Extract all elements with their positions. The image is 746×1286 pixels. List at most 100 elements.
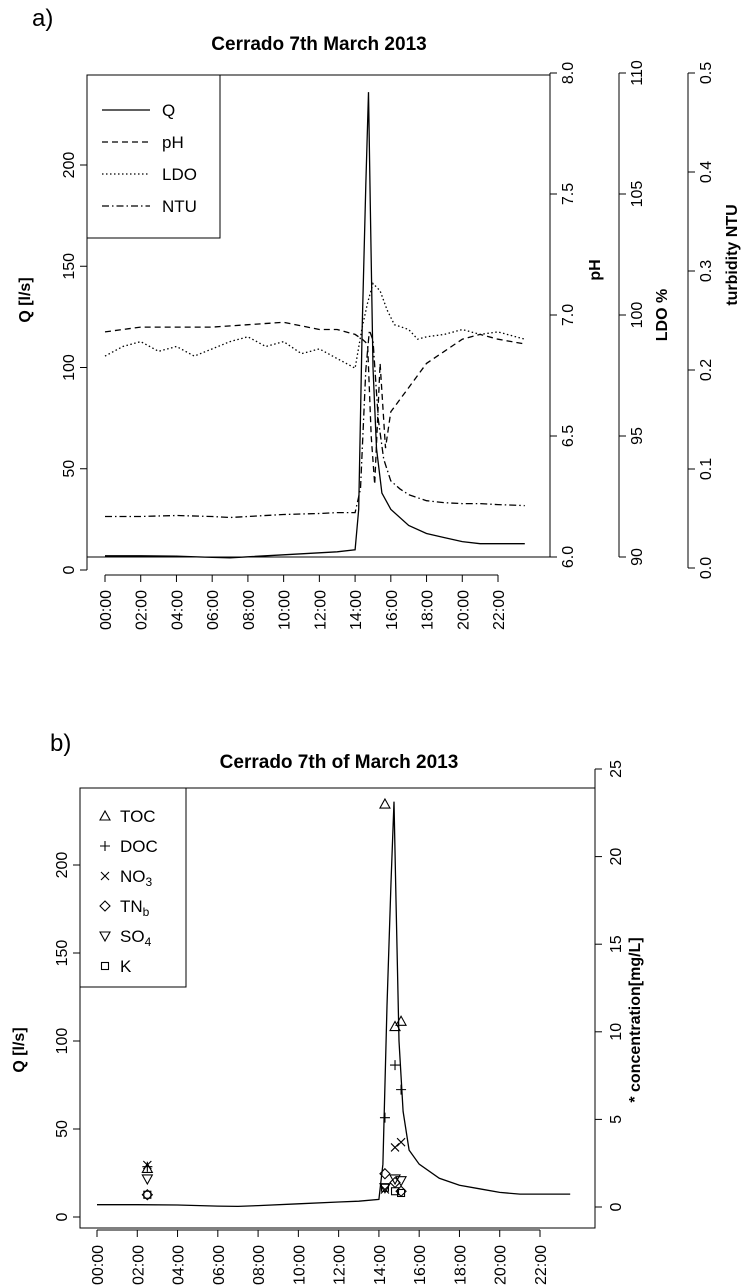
x-tick-label: 10:00 bbox=[277, 590, 294, 630]
x-tick-label: 08:00 bbox=[251, 1245, 268, 1285]
ldo-axis-tick-label: 110 bbox=[629, 60, 646, 86]
x-tick-label: 12:00 bbox=[312, 590, 329, 630]
ntu-axis-axis-label: turbidity NTU bbox=[724, 204, 741, 305]
ldo-axis-tick-label: 95 bbox=[629, 427, 646, 445]
left-tick-label: 50 bbox=[61, 460, 78, 478]
point-toc bbox=[389, 1020, 401, 1032]
point-doc bbox=[142, 1161, 153, 1172]
point-no3 bbox=[142, 1160, 152, 1170]
x-tick-label: 02:00 bbox=[134, 590, 151, 630]
ldo-axis-tick-label: 100 bbox=[629, 302, 646, 329]
x-tick-label: 14:00 bbox=[372, 1245, 389, 1285]
left-tick-label: 0 bbox=[54, 1212, 71, 1221]
panel-a-title: Cerrado 7th March 2013 bbox=[211, 34, 426, 55]
x-tick-label: 14:00 bbox=[348, 590, 365, 630]
legend-key-no3 bbox=[100, 871, 110, 881]
point-tnb bbox=[389, 1176, 401, 1189]
series-ph-line bbox=[104, 321, 525, 485]
x-tick-label: 10:00 bbox=[291, 1245, 308, 1285]
legend-key-tnb bbox=[99, 900, 111, 912]
point-doc bbox=[390, 1060, 401, 1071]
x-tick-label: 16:00 bbox=[384, 590, 401, 630]
ph-axis-tick-label: 8.0 bbox=[560, 62, 577, 84]
panel-b: b) Cerrado 7th of March 2013 00:00 02:00 0… bbox=[11, 730, 644, 1285]
x-tick-label: 20:00 bbox=[455, 590, 472, 630]
panel-a-axes: 00:00 02:00 04:00 06:00 08:00 10:00 12:00 14:00… bbox=[17, 60, 741, 630]
legend-label-so4: SO4 bbox=[120, 927, 152, 949]
point-tnb bbox=[379, 1167, 391, 1180]
panel-b-q-line bbox=[97, 801, 571, 1208]
legend-label-q: Q bbox=[162, 101, 175, 120]
legend-label-no3: NO3 bbox=[120, 867, 153, 889]
left-tick-label: 200 bbox=[61, 152, 78, 179]
point-doc bbox=[379, 1112, 390, 1123]
ph-axis-axis-label: pH bbox=[587, 259, 604, 280]
left-axis-label: Q [l/s] bbox=[17, 277, 34, 322]
point-k bbox=[390, 1187, 400, 1196]
panel-b-points bbox=[141, 797, 407, 1201]
legend-box bbox=[86, 74, 221, 239]
ntu-axis-tick-label: 0.2 bbox=[698, 359, 715, 381]
legend-label-ph: pH bbox=[162, 133, 184, 152]
ldo-axis-tick-label: 105 bbox=[629, 181, 646, 208]
x-tick-label: 02:00 bbox=[130, 1245, 147, 1285]
x-tick-label: 06:00 bbox=[211, 1245, 228, 1285]
ph-axis-tick-label: 7.5 bbox=[560, 183, 577, 205]
conc-axis-tick-label: 15 bbox=[608, 935, 625, 953]
ldo-axis-axis-label: LDO % bbox=[654, 289, 671, 341]
x-tick-label: 08:00 bbox=[241, 590, 258, 630]
point-k bbox=[397, 1188, 406, 1198]
left-tick-label: 100 bbox=[61, 354, 78, 381]
conc-axis-tick-label: 25 bbox=[608, 760, 625, 778]
q-line bbox=[97, 801, 571, 1208]
ntu-axis-tick-label: 0.0 bbox=[698, 557, 715, 579]
legend-key-k bbox=[100, 961, 110, 971]
ntu-axis-tick-label: 0.5 bbox=[698, 62, 715, 84]
x-tick-label: 06:00 bbox=[205, 590, 222, 630]
legend-label-k: K bbox=[120, 957, 132, 976]
point-doc bbox=[396, 1084, 407, 1095]
legend-key-so4 bbox=[99, 931, 111, 943]
x-tick-label: 04:00 bbox=[169, 590, 186, 630]
point-no3 bbox=[396, 1137, 406, 1147]
x-tick-label: 18:00 bbox=[420, 590, 437, 630]
legend-box bbox=[79, 787, 187, 988]
conc-axis-tick-label: 0 bbox=[608, 1202, 625, 1211]
conc-axis-tick-label: 20 bbox=[608, 848, 625, 866]
left-tick-label: 100 bbox=[54, 1028, 71, 1055]
legend-key-doc bbox=[100, 841, 110, 851]
left-axis-label: Q [l/s] bbox=[11, 1027, 28, 1072]
point-k bbox=[380, 1183, 390, 1192]
panel-a: a) Cerrado 7th March 2013 00:00 02:00 04:0… bbox=[17, 5, 741, 630]
series-q-line bbox=[105, 92, 525, 559]
panel-a-letter: a) bbox=[32, 5, 53, 32]
panel-a-legend: QpH LDO NTU bbox=[86, 74, 221, 239]
x-tick-label: 00:00 bbox=[90, 1245, 107, 1285]
x-tick-label: 20:00 bbox=[493, 1245, 510, 1285]
series-ntu-line bbox=[105, 330, 525, 519]
ntu-axis-tick-label: 0.4 bbox=[698, 161, 715, 183]
panel-b-title: Cerrado 7th of March 2013 bbox=[220, 752, 459, 773]
ntu-axis-tick-label: 0.1 bbox=[698, 458, 715, 480]
x-tick-label: 18:00 bbox=[452, 1245, 469, 1285]
conc-axis-tick-label: 5 bbox=[608, 1115, 625, 1124]
series-ldo-line bbox=[104, 282, 525, 370]
left-tick-label: 150 bbox=[61, 253, 78, 280]
ph-axis-tick-label: 7.0 bbox=[560, 304, 577, 326]
x-tick-label: 16:00 bbox=[412, 1245, 429, 1285]
x-tick-label: 22:00 bbox=[533, 1245, 550, 1285]
legend-label-toc: TOC bbox=[120, 807, 156, 826]
ntu-axis-tick-label: 0.3 bbox=[698, 260, 715, 282]
ph-axis-tick-label: 6.0 bbox=[560, 546, 577, 568]
conc-axis-axis-label: * concentration[mg/L] bbox=[627, 937, 644, 1102]
x-tick-label: 12:00 bbox=[332, 1245, 349, 1285]
ldo-axis-tick-label: 90 bbox=[629, 548, 646, 566]
panel-b-legend: TOC DOC NO3 TNb SO4 K bbox=[79, 787, 187, 988]
point-so4 bbox=[141, 1174, 154, 1186]
panel-b-axes: 00:00 02:00 04:00 06:00 08:00 10:00 12:00 14:00… bbox=[11, 760, 644, 1285]
x-tick-label: 22:00 bbox=[491, 590, 508, 630]
panel-b-letter: b) bbox=[50, 730, 71, 757]
left-tick-label: 200 bbox=[54, 852, 71, 879]
left-tick-label: 0 bbox=[61, 565, 78, 574]
